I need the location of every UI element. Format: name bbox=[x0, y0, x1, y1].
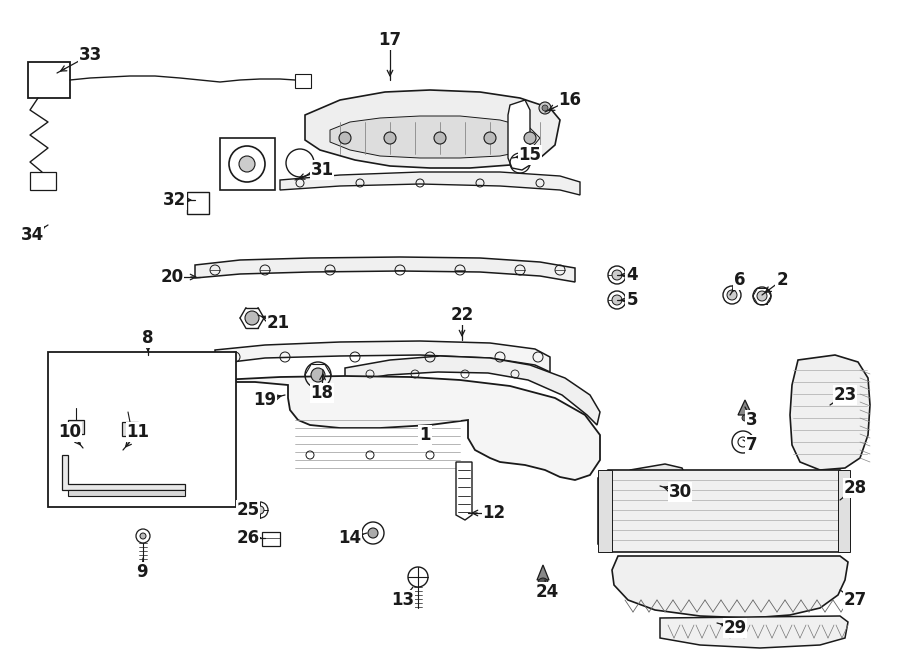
Text: 27: 27 bbox=[843, 591, 867, 609]
Text: 7: 7 bbox=[746, 436, 758, 454]
Polygon shape bbox=[790, 355, 870, 470]
Text: 28: 28 bbox=[843, 479, 867, 497]
Ellipse shape bbox=[311, 368, 325, 382]
Text: 15: 15 bbox=[518, 146, 542, 164]
Text: 26: 26 bbox=[237, 529, 259, 547]
Ellipse shape bbox=[434, 132, 446, 144]
Text: 9: 9 bbox=[136, 563, 148, 581]
Text: 12: 12 bbox=[482, 504, 506, 522]
Ellipse shape bbox=[542, 105, 548, 111]
Polygon shape bbox=[62, 455, 185, 490]
Text: 17: 17 bbox=[378, 31, 401, 49]
Polygon shape bbox=[630, 464, 688, 498]
Text: 1: 1 bbox=[419, 426, 431, 444]
Ellipse shape bbox=[384, 132, 396, 144]
Ellipse shape bbox=[484, 132, 496, 144]
Text: 18: 18 bbox=[310, 384, 334, 402]
Bar bbox=[28, 62, 70, 98]
Polygon shape bbox=[456, 462, 472, 520]
Bar bbox=[220, 138, 275, 190]
Text: 3: 3 bbox=[746, 411, 758, 429]
Ellipse shape bbox=[612, 295, 622, 305]
Ellipse shape bbox=[757, 291, 767, 301]
Text: 11: 11 bbox=[127, 423, 149, 441]
Text: 32: 32 bbox=[164, 191, 186, 209]
Bar bbox=[122, 422, 138, 436]
Polygon shape bbox=[215, 341, 550, 372]
Polygon shape bbox=[68, 490, 185, 496]
Text: 24: 24 bbox=[536, 583, 559, 601]
Text: 14: 14 bbox=[338, 529, 362, 547]
Ellipse shape bbox=[239, 156, 255, 172]
Polygon shape bbox=[537, 565, 549, 580]
Text: 10: 10 bbox=[58, 423, 82, 441]
Polygon shape bbox=[345, 356, 600, 425]
Text: 20: 20 bbox=[160, 268, 184, 286]
Text: 5: 5 bbox=[626, 291, 638, 309]
Text: 31: 31 bbox=[310, 161, 334, 179]
Text: 33: 33 bbox=[78, 46, 102, 64]
Text: 22: 22 bbox=[450, 306, 473, 324]
Polygon shape bbox=[305, 90, 560, 168]
Polygon shape bbox=[195, 257, 575, 282]
Ellipse shape bbox=[539, 102, 551, 114]
Text: 8: 8 bbox=[142, 329, 154, 347]
Polygon shape bbox=[660, 616, 848, 648]
Polygon shape bbox=[598, 470, 850, 552]
Ellipse shape bbox=[612, 270, 622, 280]
Bar bbox=[30, 172, 56, 190]
Text: 30: 30 bbox=[669, 483, 691, 501]
Text: 34: 34 bbox=[21, 226, 43, 244]
Polygon shape bbox=[172, 376, 600, 480]
Ellipse shape bbox=[524, 132, 536, 144]
Bar bbox=[598, 470, 612, 552]
Polygon shape bbox=[280, 172, 580, 195]
Ellipse shape bbox=[727, 290, 737, 300]
Bar bbox=[48, 352, 236, 507]
Polygon shape bbox=[508, 100, 530, 170]
Text: 29: 29 bbox=[724, 619, 747, 637]
Text: 16: 16 bbox=[559, 91, 581, 109]
Text: 25: 25 bbox=[237, 501, 259, 519]
Bar bbox=[68, 420, 84, 434]
Text: 23: 23 bbox=[833, 386, 857, 404]
Bar bbox=[295, 74, 311, 88]
Bar bbox=[838, 470, 850, 552]
Bar bbox=[187, 192, 209, 214]
Polygon shape bbox=[738, 400, 752, 415]
Text: 6: 6 bbox=[734, 271, 746, 289]
Polygon shape bbox=[612, 556, 848, 618]
Ellipse shape bbox=[256, 506, 264, 514]
Ellipse shape bbox=[140, 533, 146, 539]
Text: 19: 19 bbox=[254, 391, 276, 409]
Text: 4: 4 bbox=[626, 266, 638, 284]
Ellipse shape bbox=[538, 578, 548, 588]
Ellipse shape bbox=[738, 437, 748, 447]
Text: 2: 2 bbox=[776, 271, 788, 289]
Ellipse shape bbox=[742, 415, 748, 421]
Polygon shape bbox=[330, 116, 540, 158]
Ellipse shape bbox=[368, 528, 378, 538]
Text: 13: 13 bbox=[392, 591, 415, 609]
Bar bbox=[262, 532, 280, 546]
Ellipse shape bbox=[245, 311, 259, 325]
Ellipse shape bbox=[339, 132, 351, 144]
Text: 21: 21 bbox=[266, 314, 290, 332]
